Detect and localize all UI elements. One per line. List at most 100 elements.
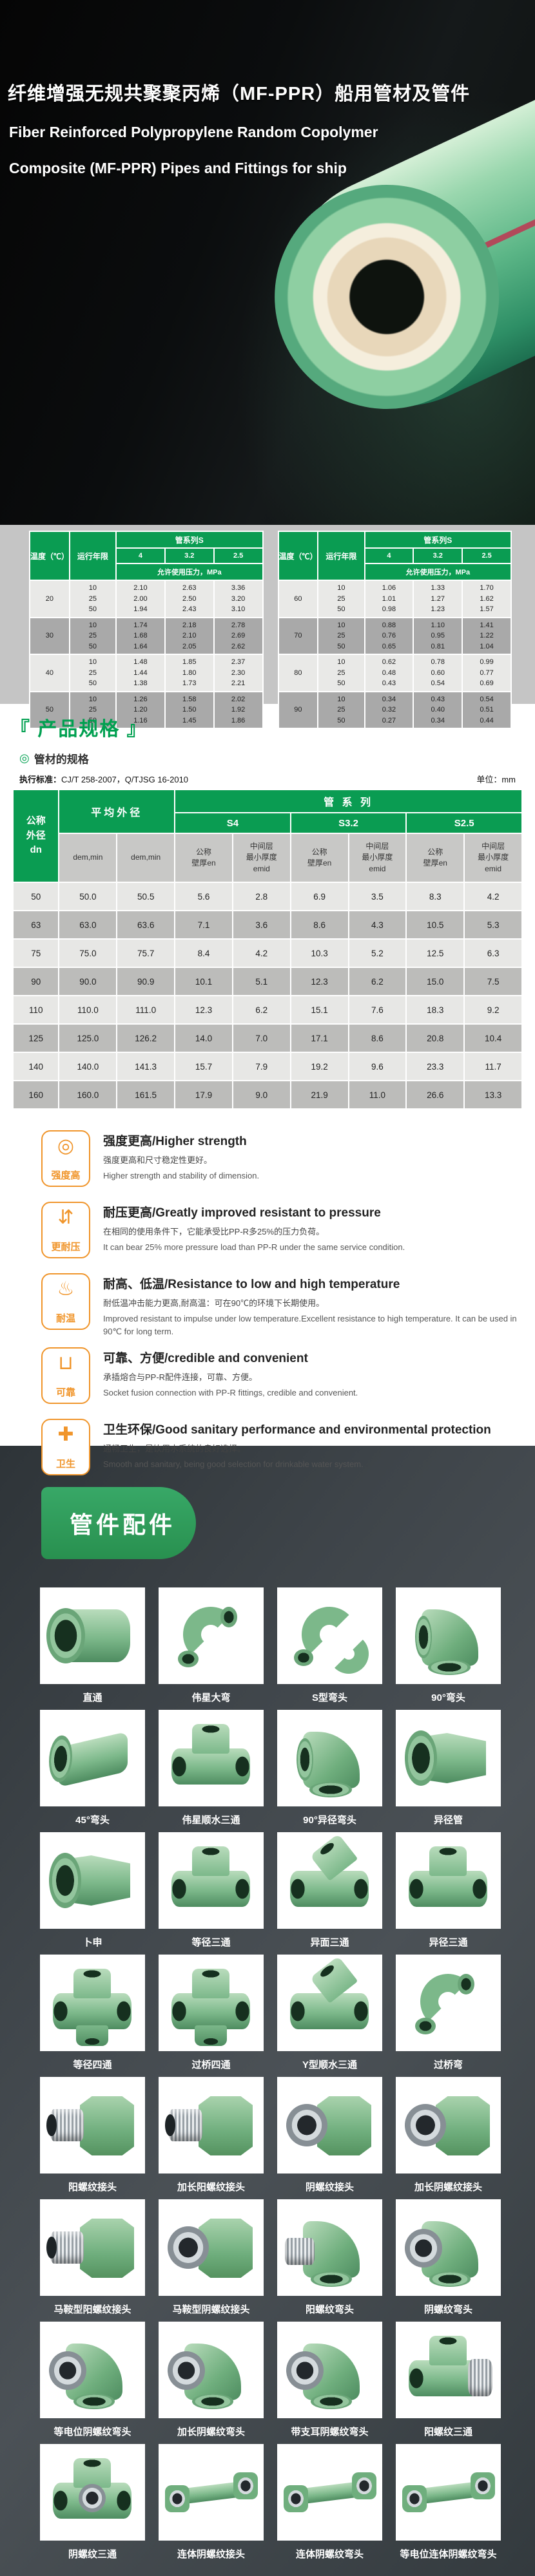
feature-item: ⇵ 更耐压 耐压更高/Greatly improved resistant to… xyxy=(41,1202,535,1264)
product-label: 90°异径弯头 xyxy=(303,1814,356,1826)
s4-mid-cell: 3.6 xyxy=(233,911,290,938)
table-row: 90 10 25 50 0.34 0.32 0.27 0.43 0.40 0.3… xyxy=(278,692,511,728)
feature-glyph: ♨ xyxy=(57,1278,75,1300)
dem-max-cell: 111.0 xyxy=(117,996,175,1023)
feature-text: 可靠、方便/credible and convenient 承插熔合与PP-R配… xyxy=(103,1347,358,1409)
product-card: 90°弯头 xyxy=(396,1587,501,1710)
product-label: 过桥四通 xyxy=(191,2059,231,2070)
product-label: 阴螺纹三通 xyxy=(68,2548,117,2560)
s4-wall-cell: 12.3 xyxy=(175,996,232,1023)
years-cell: 10 25 50 xyxy=(318,655,364,691)
spec-bullet-icon: ◎ xyxy=(19,752,30,764)
fittings-section: 管件配件 直通 xyxy=(0,1446,535,2576)
fitting-extra-shape xyxy=(468,2359,492,2396)
product-photo xyxy=(277,2199,382,2296)
s4-cell: 1.74 1.68 1.64 xyxy=(117,618,164,654)
product-card: 带支耳阴螺纹弯头 xyxy=(277,2322,382,2444)
years-cell: 10 25 50 xyxy=(318,618,364,654)
product-photo xyxy=(277,1832,382,1929)
temp-cell: 60 xyxy=(278,581,318,617)
feature-glyph: ⊔ xyxy=(58,1352,73,1374)
col-header-s32: S3.2 xyxy=(291,813,406,833)
fitting-detail-shape xyxy=(168,2226,209,2269)
feature-title: 卫生环保/Good sanitary performance and envir… xyxy=(103,1423,491,1437)
feature-badge: 卫生 xyxy=(55,1459,75,1470)
fitting-extra-shape xyxy=(285,2238,315,2265)
col-header-mpa: 允许使用压力，MPa xyxy=(117,564,262,580)
product-card: 异径管 xyxy=(396,1710,501,1832)
feature-desc-zh: 强度更高和尺寸稳定性更好。 xyxy=(103,1155,213,1165)
feature-desc-zh: 通畅卫生，是饮用水系统的良好选择。 xyxy=(103,1444,246,1454)
product-label: 伟星顺水三通 xyxy=(182,1814,240,1826)
feature-badge: 强度高 xyxy=(51,1170,81,1181)
product-photo xyxy=(40,1710,145,1806)
pressure-table-right: 温度（℃） 运行年限 管系列S 4 3.2 2.5 允许使用压力，MPa 60 … xyxy=(277,531,512,729)
fitting-detail-shape xyxy=(429,2336,467,2365)
col-header-s25: 2.5 xyxy=(463,549,511,563)
product-card: 马鞍型阴螺纹接头 xyxy=(159,2199,264,2322)
s25-mid-cell: 10.4 xyxy=(465,1025,521,1052)
s4-mid-cell: 7.9 xyxy=(233,1053,290,1080)
fitting-extra-shape xyxy=(165,2114,175,2136)
fitting-detail-shape xyxy=(73,1969,111,1998)
product-label: 过桥弯 xyxy=(433,2059,463,2070)
fitting-extra-shape xyxy=(458,1974,474,1994)
product-label: Y型顺水三通 xyxy=(302,2059,357,2070)
s4-wall-cell: 14.0 xyxy=(175,1025,232,1052)
feature-badge: 耐温 xyxy=(55,1313,75,1324)
product-photo xyxy=(396,2077,501,2174)
product-card: 过桥弯 xyxy=(396,1955,501,2077)
spec-subtitle: ◎ 管材的规格 xyxy=(19,750,535,766)
product-card: 阴螺纹三通 xyxy=(40,2444,145,2566)
s32-cell: 2.18 2.10 2.05 xyxy=(165,618,213,654)
temp-cell: 40 xyxy=(30,655,69,691)
product-label: 卜申 xyxy=(83,1937,102,1948)
table-row: 80 10 25 50 0.62 0.48 0.43 0.78 0.60 0.5… xyxy=(278,655,511,691)
fitting-extra-shape xyxy=(309,1782,352,1797)
dn-cell: 110 xyxy=(14,996,59,1023)
fitting-extra-shape xyxy=(220,1607,237,1627)
table-row: 63 63.0 63.6 7.1 3.6 8.6 4.3 10.5 5.3 xyxy=(14,911,521,938)
table-row: 50 10 25 50 1.26 1.20 1.16 1.58 1.50 1.4… xyxy=(30,692,262,728)
s25-cell: 0.99 0.77 0.69 xyxy=(463,655,511,691)
fitting-detail-shape xyxy=(165,2485,190,2512)
product-label: 伟星大弯 xyxy=(191,1692,231,1703)
dem-min-cell: 90.0 xyxy=(59,968,117,995)
product-label: 加长阴螺纹接头 xyxy=(414,2181,482,2193)
s25-wall-cell: 15.0 xyxy=(407,968,464,995)
fitting-detail-shape xyxy=(311,2271,352,2287)
product-label: 90°弯头 xyxy=(431,1692,465,1703)
fitting-extra-shape xyxy=(471,2472,495,2499)
dem-max-cell: 90.9 xyxy=(117,968,175,995)
product-label: 异径三通 xyxy=(429,1937,468,1948)
s32-mid-cell: 11.0 xyxy=(349,1081,406,1108)
s25-mid-cell: 9.2 xyxy=(465,996,521,1023)
s32-cell: 0.43 0.40 0.34 xyxy=(414,692,462,728)
col-header-s32: 3.2 xyxy=(165,549,213,563)
page-title-en-line2: Composite (MF-PPR) Pipes and Fittings fo… xyxy=(9,160,347,176)
dn-cell: 63 xyxy=(14,911,59,938)
product-card: 等径三通 xyxy=(159,1832,264,1955)
s4-cell: 0.34 0.32 0.27 xyxy=(365,692,413,728)
s25-cell: 1.70 1.62 1.57 xyxy=(463,581,511,617)
col-header-years: 运行年限 xyxy=(70,532,116,580)
feature-desc-en: It can bear 25% more pressure load than … xyxy=(103,1242,405,1252)
product-card: Y型顺水三通 xyxy=(277,1955,382,2077)
s4-cell: 0.88 0.76 0.65 xyxy=(365,618,413,654)
product-card: 阴螺纹接头 xyxy=(277,2077,382,2199)
fittings-banner-title: 管件配件 xyxy=(70,1511,176,1538)
dem-max-cell: 50.5 xyxy=(117,883,175,910)
temp-cell: 90 xyxy=(278,692,318,728)
fitting-detail-shape xyxy=(429,1846,467,1876)
fitting-extra-shape xyxy=(79,2484,106,2512)
dn-cell: 125 xyxy=(14,1025,59,1052)
fitting-body-shape xyxy=(409,1871,487,1907)
fitting-detail-shape xyxy=(286,2104,327,2146)
s32-wall-cell: 8.6 xyxy=(291,911,348,938)
product-photo xyxy=(40,2322,145,2418)
standard-label: 执行标准： xyxy=(19,775,62,784)
spec-table-body: 50 50.0 50.5 5.6 2.8 6.9 3.5 8.3 4.2 63 … xyxy=(14,883,521,1108)
fitting-detail-shape xyxy=(402,2485,427,2512)
product-photo xyxy=(277,2444,382,2541)
s32-wall-cell: 10.3 xyxy=(291,940,348,967)
